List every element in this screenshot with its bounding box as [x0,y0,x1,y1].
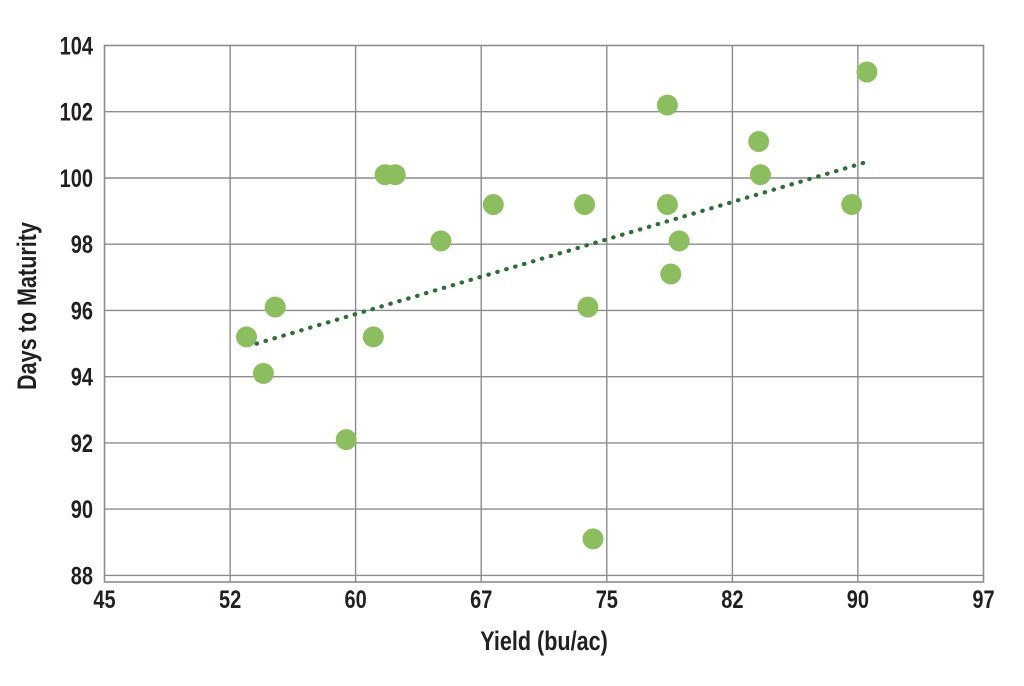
data-point [749,164,771,186]
x-tick-label: 67 [470,586,492,614]
y-tick-label: 102 [60,99,93,127]
y-tick-label: 90 [71,496,93,524]
data-point [482,194,504,215]
data-point [582,528,604,550]
data-point [748,131,770,152]
x-tick-label: 45 [93,586,115,614]
y-tick-label: 92 [71,430,93,458]
data-point [574,194,596,215]
data-point [430,230,452,252]
data-point [660,263,682,285]
x-tick-label: 97 [972,586,994,614]
tick-label-layer: 88 90 92 94 96 98 100 102 104 45 52 60 67 75 82 90 97 [60,32,995,613]
data-point [236,326,257,348]
y-tick-label: 94 [71,364,94,392]
grid-layer [103,44,985,583]
y-tick-label: 100 [60,165,93,193]
y-tick-label: 96 [71,297,93,325]
x-tick-label: 82 [721,586,743,614]
data-point [362,326,384,348]
x-tick-label: 90 [847,586,869,614]
x-tick-label: 60 [344,586,366,614]
data-point [856,61,878,83]
data-point [577,296,599,318]
y-tick-label: 98 [71,231,93,259]
data-point [656,194,678,215]
data-point [668,230,690,252]
data-point [335,429,357,451]
data-point [252,362,274,384]
x-axis-title: Yield (bu/ac) [480,627,608,657]
data-point [841,194,863,215]
y-tick-label: 88 [71,562,93,590]
x-tick-label: 75 [596,586,618,614]
data-point [384,164,406,186]
data-point [656,94,678,116]
series-layer [236,61,878,550]
data-point [264,296,286,318]
x-tick-label: 52 [219,586,241,614]
plot-border [103,44,985,583]
y-tick-label: 104 [60,32,94,60]
y-axis-title: Days to Maturity [13,222,43,390]
trendline [254,159,871,346]
